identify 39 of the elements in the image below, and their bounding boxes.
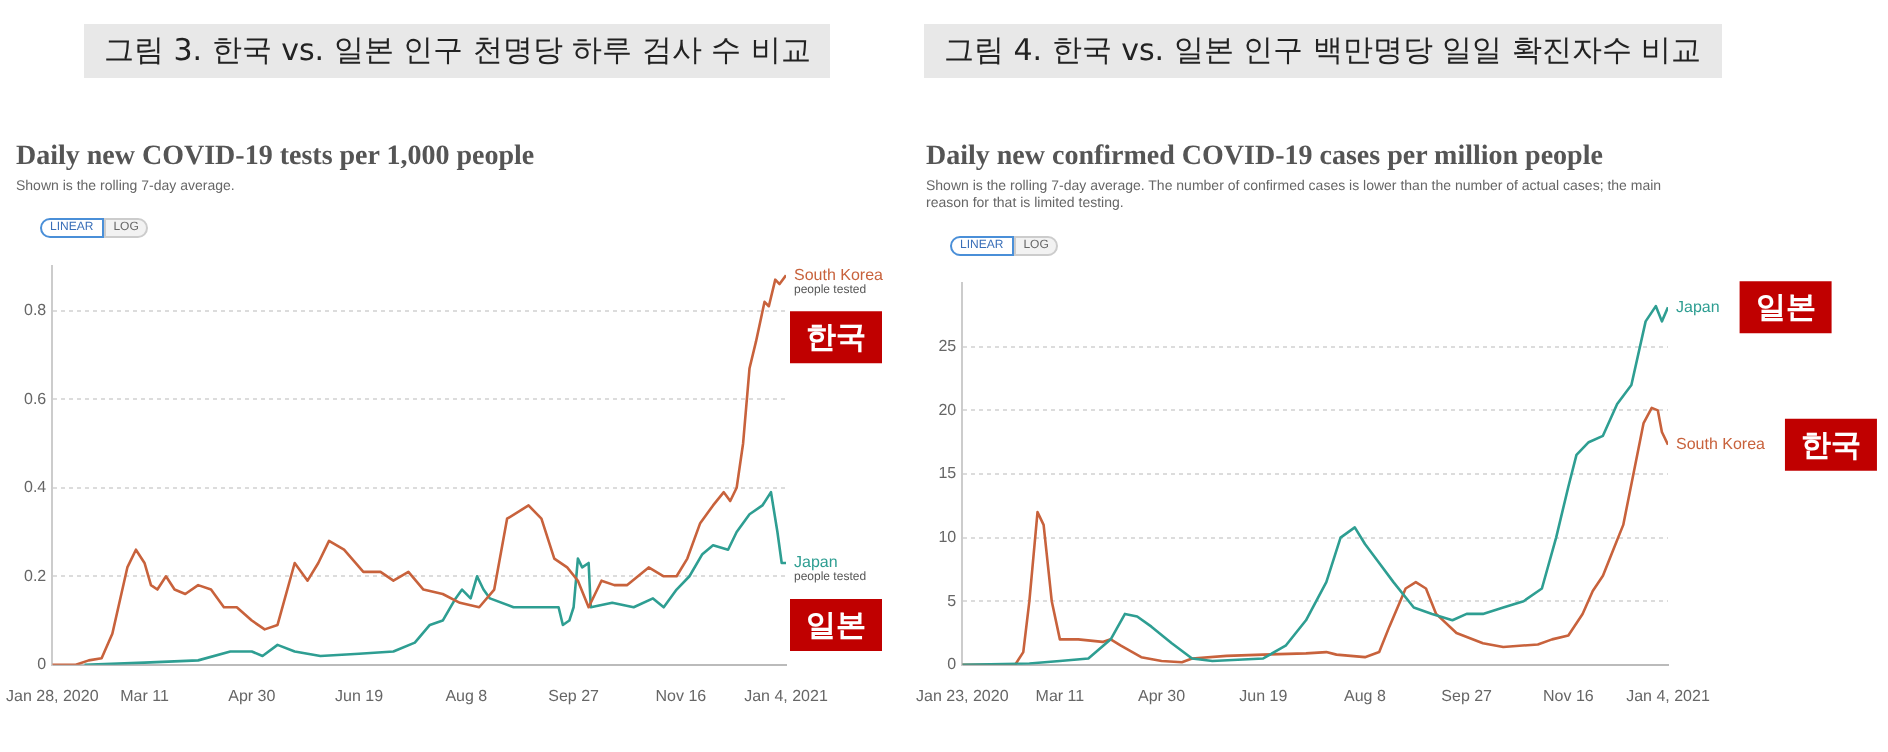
x-tick-label: Aug 8	[1344, 686, 1387, 705]
y-tick-label: 20	[938, 400, 958, 419]
series-label: South Korea	[1676, 435, 1767, 454]
x-tick-label: Jan 4, 2021	[1626, 686, 1711, 705]
x-tick-label: Jan 23, 2020	[916, 686, 1010, 705]
x-tick-label: Aug 8	[445, 686, 489, 705]
x-tick-label: Jun 19	[335, 686, 385, 705]
y-tick-label: 0.6	[24, 389, 48, 408]
series-label: Japan	[794, 553, 838, 572]
chart-title: 그림 4. 한국 vs. 일본 인구 백만명당 일일 확진자수 비교	[924, 24, 1722, 78]
text: 일본	[806, 606, 866, 643]
series-label: Japan	[1676, 297, 1720, 316]
y-tick-label: 25	[938, 337, 958, 356]
x-tick-label: Mar 11	[1035, 686, 1086, 705]
x-tick-label: Jun 19	[1239, 686, 1289, 705]
y-tick-label: 0.8	[24, 301, 48, 320]
y-tick-label: 0.2	[24, 566, 48, 585]
x-tick-label: Nov 16	[1542, 686, 1595, 705]
x-tick-label: Sep 27	[548, 686, 601, 705]
series-label: South Korea	[794, 265, 885, 284]
text: 한국	[806, 319, 866, 356]
text: 일본	[1755, 289, 1816, 326]
text: 한국	[1800, 426, 1861, 463]
y-tick-label: 15	[938, 464, 958, 483]
y-tick-label: 0	[947, 655, 958, 674]
x-tick-label: Sep 27	[1441, 686, 1494, 705]
x-tick-label: Apr 30	[1138, 686, 1187, 705]
chart-subtitle: Daily new confirmed COVID-19 cases per million people	[926, 142, 1603, 173]
chart-title: 그림 3. 한국 vs. 일본 인구 천명당 하루 검사 수 비교	[84, 24, 831, 78]
y-tick-label: 0.4	[24, 478, 48, 497]
x-tick-label: Nov 16	[655, 686, 708, 705]
chart-subtitle: Daily new COVID-19 tests per 1,000 people	[16, 142, 535, 173]
x-tick-label: Jan 28, 2020	[6, 686, 100, 705]
y-tick-label: 0	[37, 655, 48, 674]
x-tick-label: Mar 11	[120, 686, 170, 705]
x-tick-label: Jan 4, 2021	[744, 686, 829, 705]
x-tick-label: Apr 30	[228, 686, 277, 705]
y-tick-label: 10	[938, 528, 958, 547]
y-tick-label: 5	[947, 591, 958, 610]
